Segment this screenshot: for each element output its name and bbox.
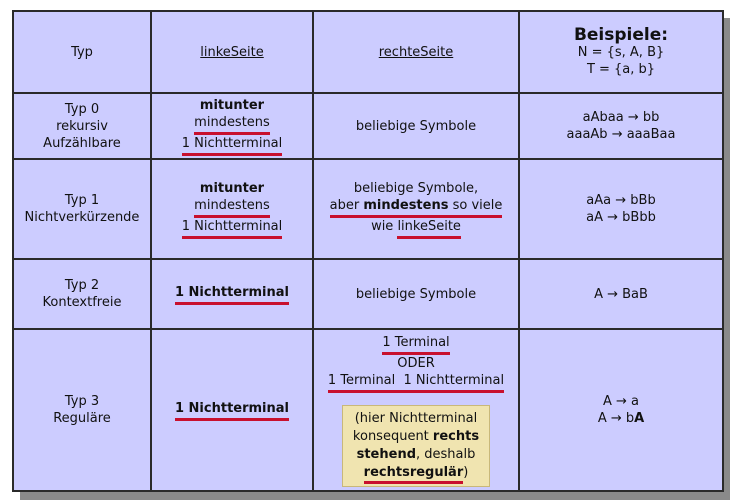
typ0-linke-1: mitunter: [199, 97, 265, 113]
typ1-linke-3: 1 Nichtterminal: [181, 218, 283, 239]
typ1-rechte-2b: mindestens: [363, 197, 449, 213]
typ2-beispiele: A → BaB: [518, 258, 724, 330]
row-typ3: Typ 3 Reguläre 1 Nichtterminal 1 Termina…: [12, 328, 724, 492]
typ0-cell: Typ 0 rekursiv Aufzählbare: [12, 92, 152, 160]
row-typ0: Typ 0 rekursiv Aufzählbare mitunter mind…: [12, 92, 724, 160]
typ0-line3: Aufzählbare: [43, 135, 121, 151]
note-e: , deshalb: [416, 446, 476, 462]
typ3-bsp-2a: A → b: [597, 411, 635, 426]
typ2-linke-text: 1 Nichtterminal: [174, 284, 289, 305]
typ1-rechte-2a: aber: [329, 197, 364, 213]
header-beispiele: Beispiele: N = {s, A, B} T = {a, b}: [518, 10, 724, 94]
typ0-bsp-1: aAbaa → bb: [582, 110, 660, 125]
row-typ1: Typ 1 Nichtverkürzende mitunter mindeste…: [12, 158, 724, 260]
typ3-rechte-2: ODER: [397, 355, 435, 371]
typ1-bsp-2: aA → bBbb: [586, 210, 656, 225]
typ0-beispiele: aAbaa → bb aaaAb → aaaBaa: [518, 92, 724, 160]
typ0-linke-3: 1 Nichtterminal: [181, 135, 283, 156]
typ1-rechte-2: aber mindestens so viele: [329, 197, 503, 218]
header-typ: Typ: [12, 10, 152, 94]
typ1-rechte-2c: so viele: [448, 197, 503, 213]
note-a: (hier Nichtterminal: [354, 410, 478, 426]
typ2-line1: Typ 2: [64, 278, 100, 293]
note-f: rechtsregulär: [363, 464, 464, 484]
note-d: stehend: [356, 446, 417, 462]
typ1-line1: Typ 1: [64, 193, 100, 208]
typ2-cell: Typ 2 Kontextfreie: [12, 258, 152, 330]
typ3-rechte-3: 1 Terminal 1 Nichtterminal: [327, 372, 505, 393]
typ1-rechte-1: beliebige Symbole,: [353, 180, 479, 196]
note-b: konsequent: [352, 428, 433, 444]
header-row: Typ linkeSeite rechteSeite Beispiele: N …: [12, 10, 724, 94]
typ0-rechte: beliebige Symbole: [312, 92, 520, 160]
typ0-line1: Typ 0: [64, 101, 100, 117]
note-g: ): [463, 464, 469, 480]
typ0-linke: mitunter mindestens 1 Nichtterminal: [150, 92, 314, 160]
typ3-bsp-2b: A: [634, 411, 645, 426]
typ1-rechte: beliebige Symbole, aber mindestens so vi…: [312, 158, 520, 260]
typ1-rechte-3a: wie: [371, 218, 398, 234]
typ3-beispiele: A → a A → bA: [518, 328, 724, 492]
typ3-bsp-1: A → a: [602, 394, 640, 409]
row-typ2: Typ 2 Kontextfreie 1 Nichtterminal belie…: [12, 258, 724, 330]
header-linke-seite: linkeSeite: [150, 10, 314, 94]
typ3-cell: Typ 3 Reguläre: [12, 328, 152, 492]
typ1-linke: mitunter mindestens 1 Nichtterminal: [150, 158, 314, 260]
typ1-linke-2: mindestens: [194, 197, 270, 218]
typ0-line2: rekursiv: [56, 118, 108, 134]
typ3-note-box: (hier Nichtterminal konsequent rechts st…: [341, 404, 491, 487]
typ3-rechte-1: 1 Terminal: [382, 334, 450, 355]
typ0-bsp-2: aaaAb → aaaBaa: [566, 127, 676, 142]
typ2-rechte: beliebige Symbole: [312, 258, 520, 330]
grammar-hierarchy-table: Typ linkeSeite rechteSeite Beispiele: N …: [12, 10, 724, 492]
note-c: rechts: [432, 428, 480, 444]
beispiele-t: T = {a, b}: [586, 61, 656, 77]
typ3-rechte: 1 Terminal ODER 1 Terminal 1 Nichttermin…: [312, 328, 520, 492]
beispiele-n: N = {s, A, B}: [577, 44, 665, 60]
typ3-bsp-2: A → bA: [524, 410, 718, 427]
typ2-linke: 1 Nichtterminal: [150, 258, 314, 330]
header-rechte-seite: rechteSeite: [312, 10, 520, 94]
typ1-rechte-3b: linkeSeite: [397, 218, 461, 239]
typ2-line2: Kontextfreie: [42, 295, 122, 310]
typ1-linke-1: mitunter: [199, 180, 265, 196]
typ1-beispiele: aAa → bBb aA → bBbb: [518, 158, 724, 260]
typ3-linke: 1 Nichtterminal: [150, 328, 314, 492]
typ3-linke-text: 1 Nichtterminal: [174, 400, 289, 421]
typ0-linke-2: mindestens: [194, 114, 270, 135]
typ3-line1: Typ 3: [64, 394, 100, 409]
typ1-cell: Typ 1 Nichtverkürzende: [12, 158, 152, 260]
beispiele-title: Beispiele:: [573, 24, 669, 45]
typ1-bsp-1: aAa → bBb: [586, 193, 656, 208]
typ1-line2: Nichtverkürzende: [24, 210, 140, 225]
typ3-line2: Reguläre: [53, 411, 111, 426]
